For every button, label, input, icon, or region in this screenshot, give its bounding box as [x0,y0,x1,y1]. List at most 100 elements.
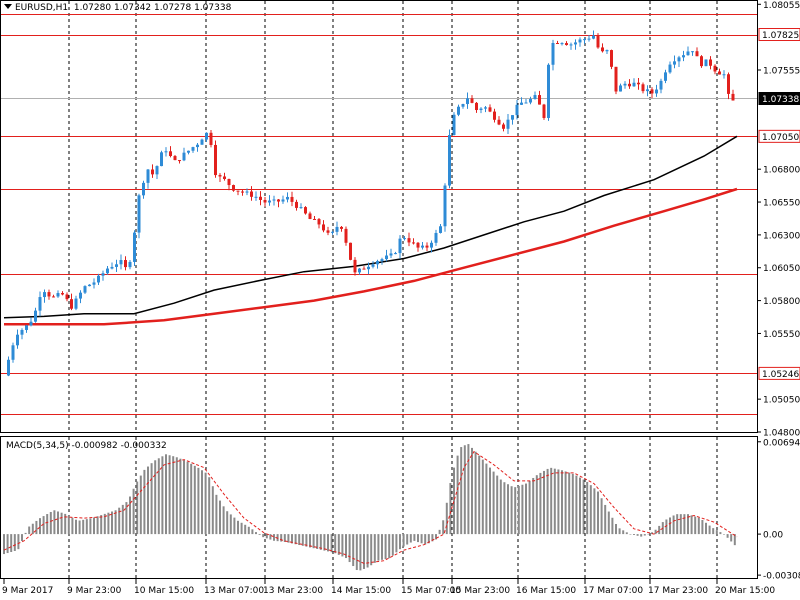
macd-bar [553,468,556,535]
macd-tick-label: 0.00 [763,531,783,541]
macd-title: MACD(5,34,5) [6,441,69,451]
candle-body [209,132,213,145]
candle-body [650,89,654,94]
macd-bar [575,475,578,535]
candle-body [637,82,640,85]
candle-body [187,150,190,153]
candle-body [439,226,442,233]
macd-bar [42,516,45,535]
candle-body [223,176,226,180]
macd-bar [154,460,157,535]
candle-body [623,83,627,86]
macd-bar [665,519,668,535]
macd-bar [539,472,542,535]
candle-body [214,144,217,176]
candle-body [659,80,663,90]
macd-bar [521,484,524,535]
level-price-label: 1.05246 [762,370,799,380]
candle-body [367,266,370,270]
macd-bar [730,534,733,542]
macd-bar [460,447,463,535]
macd-bar [726,534,729,538]
macd-bar [431,534,434,542]
candle-body [731,93,735,101]
level-price-tag [758,366,800,380]
macd-bar [17,534,20,550]
macd-bar [395,534,398,553]
macd-bar [269,534,272,540]
candle-body [133,232,136,262]
macd-bar [564,471,567,535]
macd-bar [481,459,484,535]
macd-values: -0.000982 -0.000332 [71,441,167,451]
chart-frame [0,0,758,579]
macd-bar [355,534,358,571]
macd-bar [147,466,149,535]
macd-bar [388,534,391,559]
ohlc-values: 1.07280 1.07342 1.07278 1.07338 [73,3,232,13]
macd-bar [611,517,614,535]
candle-body [151,169,154,175]
candle-body [142,182,145,196]
macd-bar [687,514,689,535]
macd-bar [499,479,502,535]
price-tick-label: 1.05050 [763,396,800,406]
macd-bar [237,520,239,535]
macd-bar [496,475,499,535]
time-tick-label: 17 Mar 07:00 [583,586,643,596]
candle-body [686,51,690,56]
candle-body [713,65,717,72]
macd-bar [694,516,697,535]
macd-bar [420,534,423,544]
macd-bar [435,534,437,540]
macd-bar [24,532,27,535]
macd-bar [287,534,290,543]
candle-body [322,224,325,231]
macd-bar [341,534,344,557]
candle-body [295,201,298,208]
macd-bar [298,534,301,546]
candle-body [313,218,316,220]
macd-bar [82,519,85,535]
macd-bar [399,534,401,550]
macd-bar [226,511,229,535]
time-tick-label: 9 Mar 2017 [2,586,53,596]
candle-body [641,84,645,92]
macd-bar [492,471,495,535]
macd-bar [456,455,459,535]
macd-bar [384,534,387,560]
candle-body [160,152,163,167]
macd-bar [676,514,679,535]
macd-bar [132,488,135,535]
macd-bar [21,534,23,542]
macd-bar [294,534,297,545]
price-tick-label: 1.06800 [763,166,800,176]
macd-bar [701,520,704,535]
candle-body [196,144,199,148]
candle-body [655,89,658,94]
macd-bar [373,534,376,563]
macd-bar [708,525,711,535]
candle-body [704,59,708,67]
macd-bar [337,534,340,555]
macd-bar [672,515,675,535]
candle-body [254,196,258,198]
dropdown-arrow-icon[interactable] [4,4,12,9]
symbol-header[interactable]: EURUSD,H1 1.07280 1.07342 1.07278 1.0733… [4,3,231,13]
candle-body [434,232,438,243]
candle-body [425,245,429,248]
candle-body [20,329,24,335]
macd-bar [557,469,560,535]
macd-bar [442,520,445,535]
candle-body [277,199,280,202]
macd-bar [136,481,139,535]
macd-signal-path [3,450,738,564]
macd-bar [683,514,686,535]
time-tick-label: 14 Mar 15:00 [331,586,391,596]
candle-body [416,242,420,248]
macd-bar [10,534,13,553]
time-tick-label: 17 Mar 23:00 [648,586,708,596]
level-price-label: 1.07050 [762,133,799,143]
time-tick-label: 15 Mar 23:00 [450,586,510,596]
